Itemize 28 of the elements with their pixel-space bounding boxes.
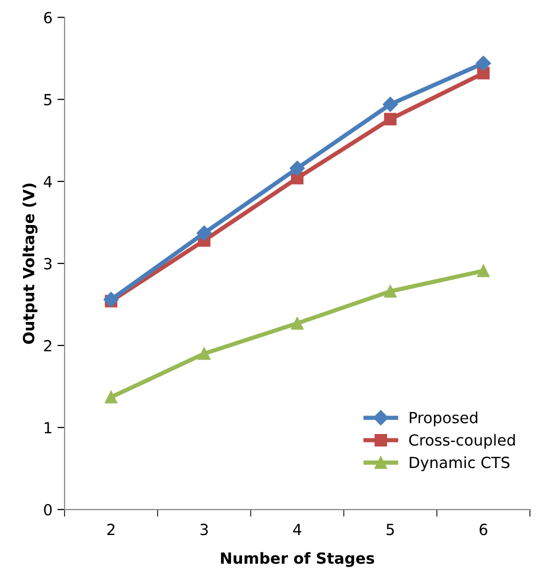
point	[382, 96, 398, 112]
point	[196, 226, 212, 241]
y-tick-label: 6	[44, 12, 52, 24]
point	[476, 56, 491, 71]
y-tick-label: 5	[44, 94, 52, 106]
y-tick-label: 4	[44, 176, 52, 188]
legend-label: Proposed	[410, 412, 478, 426]
y-tick-label: 1	[44, 422, 52, 434]
point	[384, 285, 397, 298]
point	[290, 160, 305, 176]
x-tick-label: 4	[293, 524, 302, 536]
point	[384, 112, 397, 126]
x-tick-label: 3	[200, 524, 208, 536]
x-tick-label: 2	[107, 524, 114, 536]
point	[198, 347, 210, 360]
legend-label: Cross-coupled	[409, 434, 515, 449]
y-tick-label: 0	[44, 504, 52, 516]
point	[290, 317, 304, 330]
point	[104, 292, 119, 308]
x-tick-label: 5	[386, 524, 394, 536]
point	[104, 390, 118, 404]
x-tick-label: 6	[480, 524, 488, 536]
legend-label: Dynamic CTS	[410, 456, 510, 472]
point	[477, 264, 490, 278]
y-tick-label: 2	[44, 340, 52, 352]
y-axis-title: Output Voltage (V)	[22, 184, 38, 344]
x-axis-title: Number of Stages	[221, 552, 374, 567]
y-tick-label: 3	[44, 258, 52, 270]
